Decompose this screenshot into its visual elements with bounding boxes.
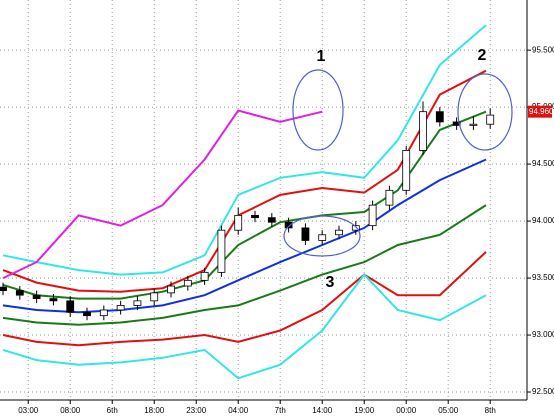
candle-body xyxy=(133,300,142,306)
x-tick-label: 18:00 xyxy=(144,406,165,415)
candle-body xyxy=(83,311,91,317)
y-tick-label: 95.500 xyxy=(532,45,554,54)
candle-body xyxy=(234,214,243,231)
x-tick-label: 23:00 xyxy=(186,406,207,415)
annotation: 1 xyxy=(317,48,326,65)
candle-body xyxy=(368,204,377,227)
annotation: 2 xyxy=(478,47,487,64)
x-tick-label: 04:00 xyxy=(228,406,249,415)
candle-body xyxy=(351,225,360,231)
x-tick-label: 14:00 xyxy=(312,406,333,415)
x-tick-label: 03:00 xyxy=(18,406,39,415)
candle-body xyxy=(15,290,24,296)
highlight-ellipse xyxy=(457,73,513,151)
last-price-marker xyxy=(528,105,552,118)
y-tick-label: 94.500 xyxy=(532,159,554,168)
candle-body xyxy=(385,189,394,206)
band-line xyxy=(2,109,323,280)
candle-body xyxy=(435,111,444,123)
x-tick-label: 6th xyxy=(107,406,118,415)
x-tick-label: 19:00 xyxy=(354,406,375,415)
x-tick-label: 08:00 xyxy=(60,406,81,415)
candle-body xyxy=(0,286,7,291)
x-tick-label: 8th xyxy=(485,406,496,415)
band-line xyxy=(2,204,487,326)
band-line xyxy=(2,273,487,380)
last-price-label: 94.960 xyxy=(529,107,554,116)
candle-body xyxy=(99,309,108,317)
x-tick-label: 7th xyxy=(275,406,286,415)
candle-body xyxy=(419,111,427,151)
candles xyxy=(0,101,495,321)
candle-body xyxy=(200,271,209,281)
candle-body xyxy=(301,227,310,241)
band-line xyxy=(2,158,487,314)
y-tick-label: 93.000 xyxy=(532,330,554,339)
x-tick-label: 05:00 xyxy=(438,406,459,415)
y-tick-label: 94.000 xyxy=(532,216,554,225)
candle-body xyxy=(183,279,192,287)
candle-body xyxy=(116,305,125,311)
candle-body xyxy=(469,123,478,126)
candle-body xyxy=(66,300,75,313)
candle-body xyxy=(217,229,226,273)
axes: 92.50093.00093.50094.00094.50095.00095.5… xyxy=(18,45,554,415)
highlight-ellipse xyxy=(292,69,344,151)
band-line xyxy=(2,251,487,347)
candle-body xyxy=(251,214,259,219)
candle-body xyxy=(267,217,276,223)
candle-body xyxy=(335,229,343,236)
candle-body xyxy=(452,121,461,126)
y-tick-label: 93.500 xyxy=(532,273,554,282)
candle-body xyxy=(150,292,159,302)
band-line xyxy=(2,24,487,276)
x-tick-label: 00:00 xyxy=(396,406,417,415)
candle-body xyxy=(49,298,58,302)
band-line xyxy=(2,110,487,300)
highlight-ellipse xyxy=(283,215,361,257)
candle-body xyxy=(32,294,41,299)
candle-body xyxy=(284,221,293,229)
candle-body xyxy=(486,114,495,125)
annotation: 3 xyxy=(326,274,335,291)
candle-body xyxy=(318,234,327,241)
candle-body xyxy=(167,285,175,294)
candle-body xyxy=(402,150,411,191)
y-tick-label: 92.500 xyxy=(532,387,554,396)
